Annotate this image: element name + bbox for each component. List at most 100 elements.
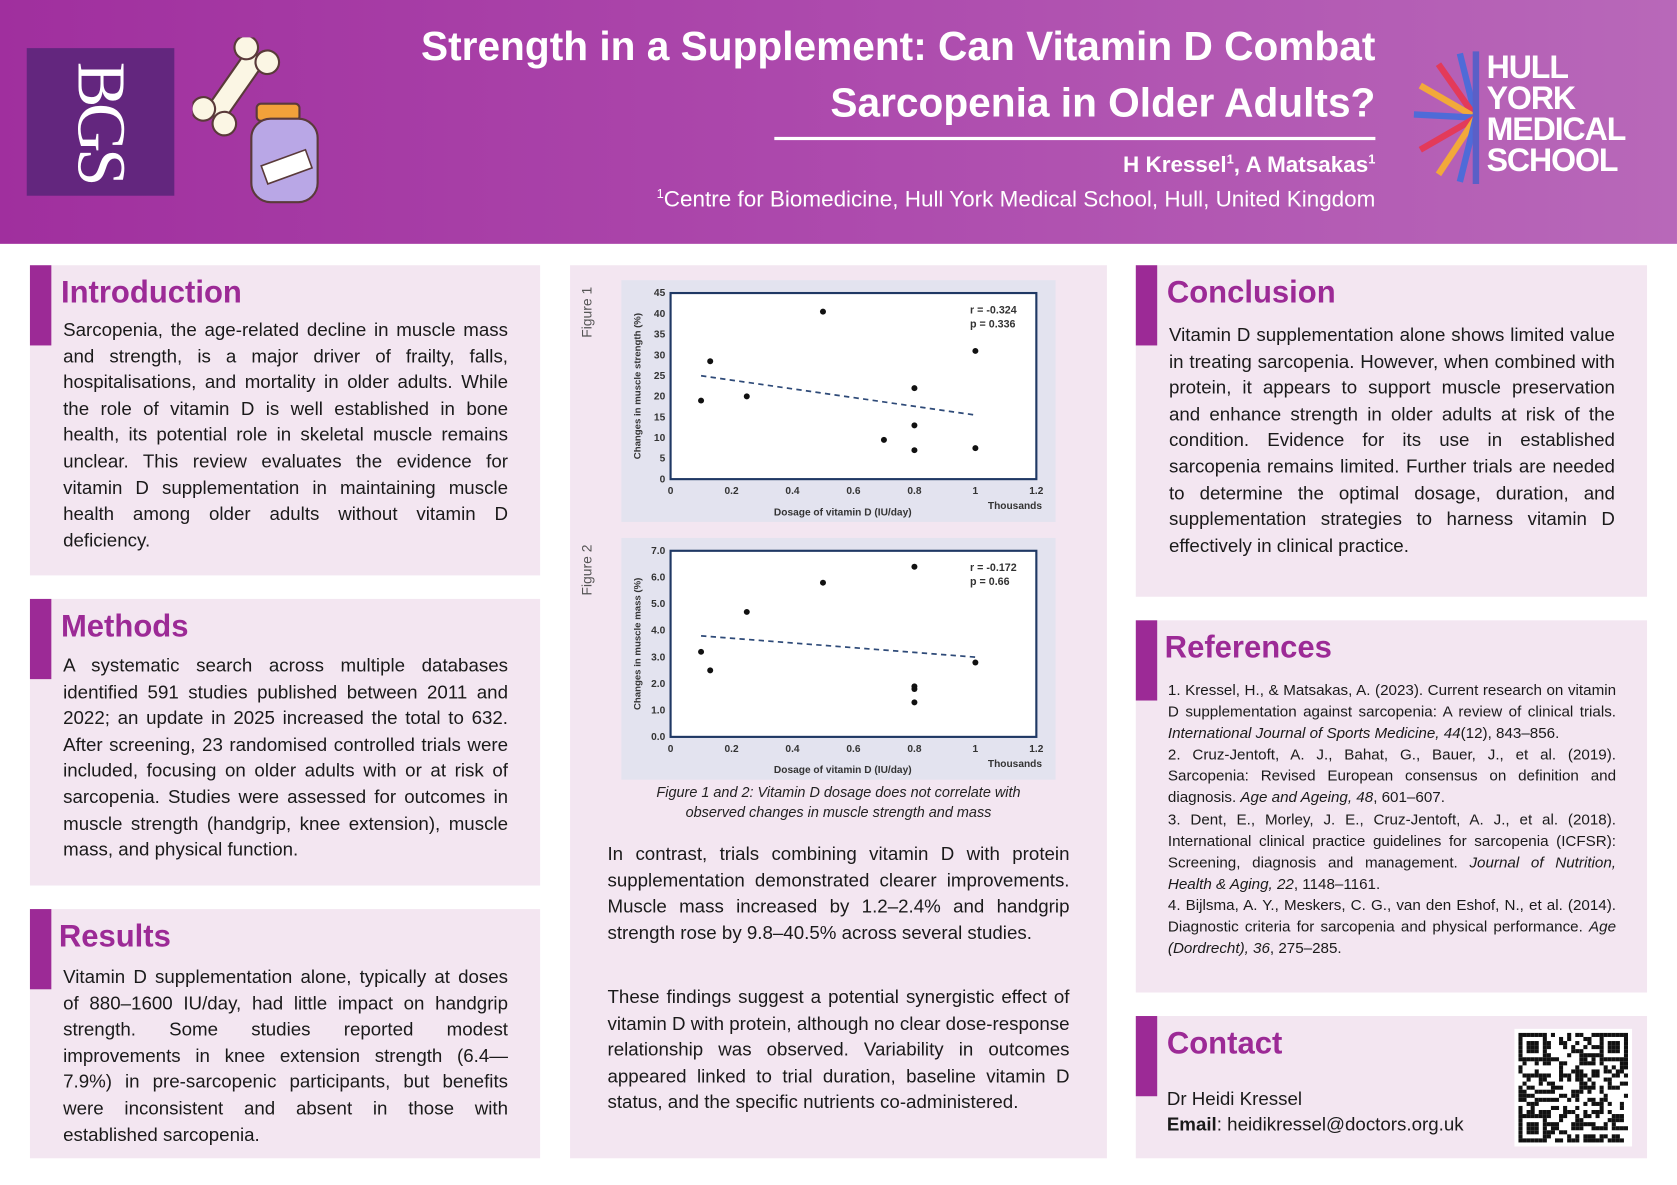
introduction-section: Introduction Sarcopenia, the age-related… — [29, 265, 541, 576]
qr-code-icon[interactable] — [1514, 1028, 1633, 1147]
x-tick-label: 0.4 — [785, 486, 799, 497]
data-point — [698, 648, 705, 655]
data-point — [972, 347, 979, 354]
trendline — [700, 374, 976, 416]
references-section: References 1. Kressel, H., & Matsakas, A… — [1135, 620, 1648, 993]
figure-caption: Figure 1 and 2: Vitamin D dosage does no… — [656, 783, 1021, 821]
data-point — [698, 397, 705, 404]
bone-and-vitamin-bottle-icon — [192, 37, 319, 204]
section-heading: References — [1164, 631, 1332, 666]
data-point — [707, 358, 714, 365]
x-tick-label: 0.2 — [724, 486, 738, 497]
section-heading: Introduction — [60, 275, 242, 311]
x-tick-label: 1.2 — [1029, 744, 1043, 755]
figure-2: 0.0 1.0 2.0 3.0 4.0 5.0 6.0 7.0 0 0.2 0.4 0.6 0.8 1 1.… — [578, 537, 1056, 780]
paragraph-2: These findings suggest a potential syner… — [607, 986, 1070, 1113]
data-point — [911, 563, 918, 570]
x-tick-label: 0.8 — [907, 744, 921, 755]
x-unit-label: Thousands — [988, 759, 1043, 770]
y-tick-label: 45 — [654, 288, 666, 299]
section-text: Sarcopenia, the age-related decline in m… — [63, 318, 509, 551]
stat-annotation: p = 0.66 — [970, 576, 1010, 588]
x-tick-label: 0.6 — [846, 486, 860, 497]
y-tick-label: 5 — [660, 454, 666, 465]
y-tick-label: 10 — [654, 433, 666, 444]
data-point — [911, 422, 918, 429]
figure-label: Figure 1 — [578, 287, 594, 338]
reference-item: 4. Bijlsma, A. Y., Meskers, C. G., van d… — [1167, 897, 1617, 958]
poster-title: Strength in a Supplement: Can Vitamin D … — [420, 24, 1376, 127]
figure-2-chart: 0.0 1.0 2.0 3.0 4.0 5.0 6.0 7.0 0 0.2 0.4 0.6 0.8 1 1.… — [578, 544, 1043, 776]
y-axis-label: Changes in muscle mass (%) — [633, 578, 644, 710]
x-axis-label: Dosage of vitamin D (IU/day) — [774, 507, 912, 518]
y-tick-label: 0 — [660, 474, 666, 485]
y-tick-label: 3.0 — [651, 652, 665, 663]
stat-annotation: p = 0.336 — [970, 318, 1016, 330]
section-text: Vitamin D supplementation alone shows li… — [1168, 324, 1615, 556]
reference-item: 3. Dent, E., Morley, J. E., Cruz-Jentoft… — [1167, 811, 1617, 893]
section-text: Vitamin D supplementation alone, typical… — [63, 965, 509, 1145]
data-point — [880, 436, 887, 443]
data-point — [972, 659, 979, 666]
poster-header: BGS Strength in a Supplement: Can Vitami… — [0, 0, 1677, 244]
y-axis-label: Changes in muscle strength (%) — [633, 313, 644, 459]
x-unit-label: Thousands — [988, 501, 1043, 512]
contact-email: Email: heidikressel@doctors.org.uk — [1166, 1113, 1464, 1135]
x-tick-label: 0.2 — [724, 744, 738, 755]
x-tick-label: 1.2 — [1029, 486, 1043, 497]
data-point — [819, 308, 826, 315]
data-point — [819, 579, 826, 586]
figures-section: 0 5 10 15 20 25 30 35 40 45 0 0.2 0.4 0.6 0.8 1 1.2 Dosag… — [570, 265, 1107, 1159]
x-tick-label: 0.6 — [846, 744, 860, 755]
x-tick-label: 1 — [973, 486, 979, 497]
affiliation: 1Centre for Biomedicine, Hull York Medic… — [656, 186, 1376, 212]
x-tick-label: 0.8 — [907, 486, 921, 497]
methods-section: Methods A systematic search across multi… — [29, 598, 541, 886]
section-heading: Methods — [60, 609, 189, 644]
y-tick-label: 5.0 — [651, 599, 665, 610]
conclusion-section: Conclusion Vitamin D supplementation alo… — [1135, 265, 1648, 597]
y-tick-label: 30 — [654, 350, 666, 361]
y-tick-label: 40 — [654, 309, 666, 320]
section-text: A systematic search across multiple data… — [63, 654, 509, 861]
y-tick-label: 1.0 — [651, 706, 665, 717]
y-tick-label: 2.0 — [651, 679, 665, 690]
data-point — [911, 686, 918, 693]
figure-label: Figure 2 — [578, 544, 594, 595]
figure-1: 0 5 10 15 20 25 30 35 40 45 0 0.2 0.4 0.6 0.8 1 1.2 Dosag… — [578, 280, 1056, 522]
x-tick-label: 0 — [668, 744, 674, 755]
data-point — [743, 608, 750, 615]
data-point — [911, 699, 918, 706]
stat-annotation: r = -0.324 — [970, 304, 1017, 316]
section-heading: Contact — [1166, 1026, 1283, 1061]
y-tick-label: 15 — [654, 412, 666, 423]
trendline — [700, 635, 976, 658]
email-link[interactable]: heidikressel@doctors.org.uk — [1227, 1113, 1464, 1135]
reference-item: 2. Cruz-Jentoft, A. J., Bahat, G., Bauer… — [1167, 746, 1617, 807]
results-section: Results Vitamin D supplementation alone,… — [29, 909, 541, 1159]
y-tick-label: 25 — [654, 371, 666, 382]
contact-section: Contact Dr Heidi Kressel Email: heidikre… — [1135, 1016, 1648, 1159]
x-tick-label: 0 — [668, 486, 674, 497]
reference-item: 1. Kressel, H., & Matsakas, A. (2023). C… — [1167, 682, 1617, 743]
y-tick-label: 0.0 — [651, 732, 665, 743]
title-divider — [774, 136, 1376, 141]
x-tick-label: 0.4 — [785, 744, 799, 755]
section-heading: Results — [58, 919, 171, 954]
x-tick-label: 1 — [973, 744, 979, 755]
x-axis-label: Dosage of vitamin D (IU/day) — [774, 765, 912, 776]
contact-name: Dr Heidi Kressel — [1166, 1087, 1303, 1110]
stat-annotation: r = -0.172 — [970, 562, 1017, 574]
section-heading: Conclusion — [1166, 275, 1336, 311]
data-point — [743, 393, 750, 400]
bgs-logo: BGS — [26, 48, 175, 196]
paragraph-1: In contrast, trials combining vitamin D … — [607, 842, 1070, 944]
data-point — [911, 447, 918, 454]
plot-area — [669, 549, 1038, 738]
hyms-starburst-icon — [1413, 51, 1480, 184]
y-tick-label: 6.0 — [651, 573, 665, 584]
y-tick-label: 7.0 — [651, 546, 665, 557]
figure-1-chart: 0 5 10 15 20 25 30 35 40 45 0 0.2 0.4 0.6 0.8 1 1.2 Dosag… — [578, 287, 1043, 519]
data-point — [707, 667, 714, 674]
reference-list: 1. Kressel, H., & Matsakas, A. (2023). C… — [1168, 680, 1616, 959]
